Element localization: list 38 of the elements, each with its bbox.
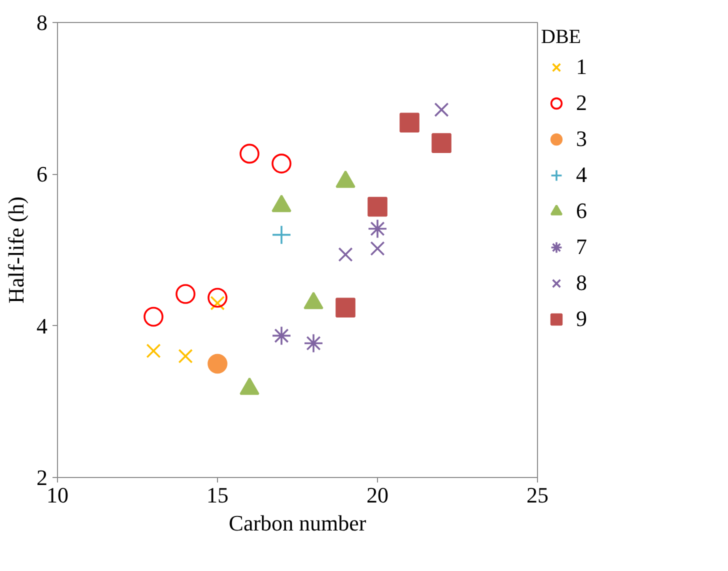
point xyxy=(208,288,228,308)
point xyxy=(272,154,292,174)
point xyxy=(176,284,196,304)
y-tick-label: 4 xyxy=(36,313,48,338)
y-tick-label: 2 xyxy=(36,465,48,490)
point xyxy=(304,333,324,354)
y-axis-title: Half-life (h) xyxy=(4,196,28,304)
point xyxy=(368,218,388,239)
point xyxy=(272,224,292,245)
x-tick-label: 10 xyxy=(46,482,68,508)
legend-label: 7 xyxy=(576,234,588,260)
x-tick-label: 25 xyxy=(526,482,548,508)
point xyxy=(208,354,228,374)
point xyxy=(400,112,420,132)
legend-label: 6 xyxy=(576,198,588,224)
x-tick-label: 15 xyxy=(206,482,228,508)
y-tick-label: 8 xyxy=(36,10,48,35)
point xyxy=(178,348,193,364)
point xyxy=(146,344,161,358)
legend-label: 3 xyxy=(576,126,588,152)
point xyxy=(144,306,164,327)
point xyxy=(240,144,260,164)
point xyxy=(272,326,292,346)
point xyxy=(336,298,356,318)
legend-title: DBE xyxy=(541,26,582,49)
y-tick-label: 6 xyxy=(36,162,48,187)
legend-label: 8 xyxy=(576,270,588,296)
point xyxy=(338,247,353,262)
legend-label: 4 xyxy=(576,162,588,188)
point xyxy=(368,196,388,217)
x-tick-label: 20 xyxy=(366,482,388,508)
legend-label: 2 xyxy=(576,90,588,116)
point xyxy=(434,102,449,117)
legend-label: 9 xyxy=(576,306,588,332)
x-axis-title: Carbon number xyxy=(228,510,367,536)
point xyxy=(370,241,385,256)
point xyxy=(432,133,452,153)
legend-label: 1 xyxy=(576,54,588,80)
